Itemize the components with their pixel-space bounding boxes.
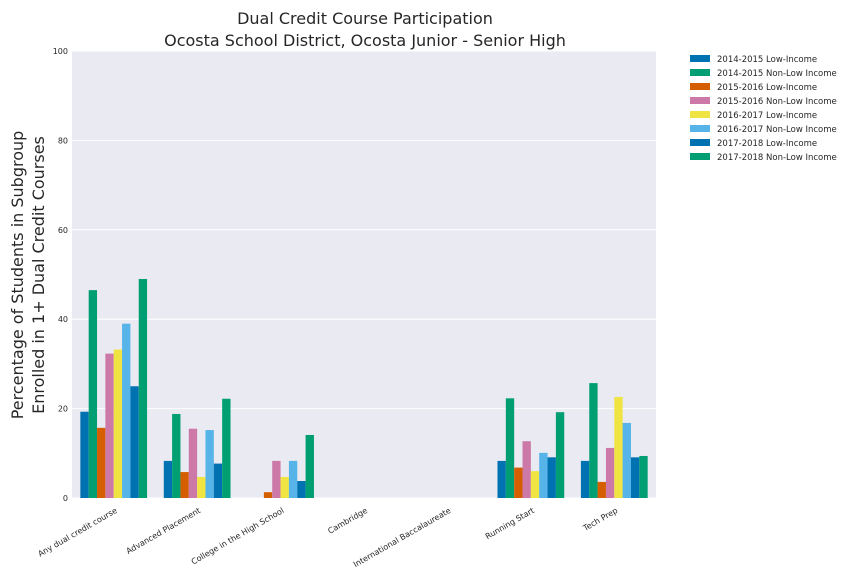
legend-swatch [690, 139, 710, 146]
legend-label: 2015-2016 Low-Income [717, 83, 817, 93]
legend-label: 2017-2018 Non-Low Income [717, 153, 837, 163]
legend-swatch [690, 83, 710, 90]
bar [597, 481, 606, 498]
legend-label: 2014-2015 Non-Low Income [717, 69, 837, 79]
bar [213, 463, 223, 498]
x-tick-label: International Baccalaureate [352, 506, 453, 569]
x-tick-label: Tech Prep [581, 506, 620, 533]
bar [163, 460, 173, 498]
y-tick-label: 80 [58, 136, 68, 145]
x-tick-label: Cambridge [326, 506, 369, 536]
legend-swatch [690, 55, 710, 62]
bar [547, 457, 556, 498]
chart-subtitle: Ocosta School District, Ocosta Junior - … [164, 31, 566, 50]
bar [113, 349, 123, 498]
legend-label: 2016-2017 Non-Low Income [717, 125, 837, 135]
y-tick-label: 100 [53, 47, 68, 56]
bar [80, 411, 89, 498]
bar [505, 398, 515, 498]
plot-area [72, 51, 656, 498]
bars [80, 278, 648, 498]
y-tick-label: 20 [58, 405, 68, 414]
legend-label: 2015-2016 Non-Low Income [717, 97, 837, 107]
bar [88, 290, 98, 498]
bar [514, 467, 523, 498]
bar [630, 457, 640, 498]
bar [222, 398, 231, 498]
bar [297, 481, 306, 498]
bar [639, 455, 648, 498]
y-axis-label-line1: Percentage of Students in Subgroup [8, 131, 27, 420]
bar [197, 476, 206, 498]
x-tick-label: Any dual credit course [36, 506, 118, 559]
bar [280, 476, 289, 498]
legend-label: 2016-2017 Low-Income [717, 111, 817, 121]
bar [580, 460, 590, 498]
bar [539, 452, 548, 498]
legend-label: 2014-2015 Low-Income [717, 55, 817, 65]
bar [172, 413, 181, 498]
bar [188, 428, 198, 498]
legend-swatch [690, 97, 710, 104]
x-axis-ticks: Any dual credit course Advanced Placement… [36, 506, 619, 569]
bar [105, 353, 114, 498]
bar [97, 427, 106, 498]
bar [614, 396, 623, 498]
bar [605, 447, 615, 498]
y-tick-label: 0 [63, 494, 68, 503]
bar [589, 383, 598, 498]
legend-swatch [690, 69, 710, 76]
bar [555, 412, 565, 498]
x-tick-label: College in the High School [190, 506, 286, 566]
y-axis-label-line2: Enrolled in 1+ Dual Credit Courses [29, 136, 48, 414]
y-tick-label: 60 [58, 226, 68, 235]
legend-swatch [690, 125, 710, 132]
bar [305, 434, 314, 498]
bar [288, 460, 298, 498]
bar [497, 460, 506, 498]
legend: 2014-2015 Low-Income 2014-2015 Non-Low In… [690, 55, 837, 163]
legend-swatch [690, 153, 710, 160]
legend-swatch [690, 111, 710, 118]
y-tick-label: 40 [58, 315, 68, 324]
y-axis-ticks: 0 20 40 60 80 100 [53, 47, 68, 503]
bar [263, 492, 273, 498]
bar [522, 441, 531, 498]
bar [622, 422, 631, 498]
bar [530, 471, 540, 498]
bar [130, 386, 139, 498]
bar [205, 430, 214, 498]
x-tick-label: Running Start [484, 506, 536, 541]
bar [180, 472, 189, 498]
chart-title: Dual Credit Course Participation [237, 9, 493, 28]
bar [272, 460, 281, 498]
legend-label: 2017-2018 Low-Income [717, 139, 817, 149]
bar [122, 323, 131, 498]
x-tick-label: Advanced Placement [125, 506, 202, 556]
bar [138, 278, 148, 498]
